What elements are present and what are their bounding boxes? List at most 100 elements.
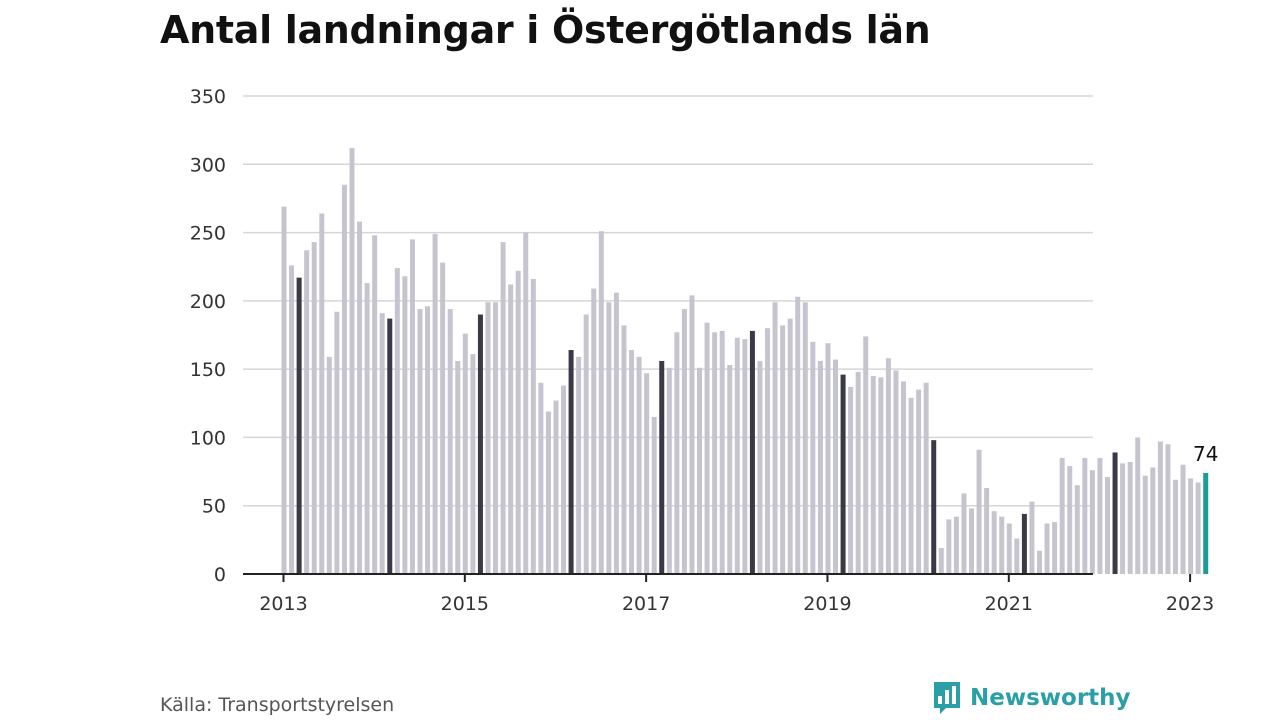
bar: [931, 440, 937, 574]
bar: [1150, 467, 1156, 574]
bar: [1127, 462, 1133, 574]
bar: [485, 302, 491, 574]
bar: [1203, 472, 1209, 574]
bar: [727, 365, 733, 574]
bar: [765, 328, 771, 574]
bar: [477, 314, 483, 574]
bar: [357, 221, 363, 574]
bar: [719, 330, 725, 574]
bar: [583, 314, 589, 574]
bar: [372, 235, 378, 574]
bar: [659, 360, 665, 574]
bar: [863, 336, 869, 574]
bar: [1188, 478, 1194, 574]
bar: [908, 397, 914, 574]
brand-logo: Newsworthy: [932, 680, 1131, 716]
bar: [500, 242, 506, 575]
x-tick-label: 2021: [985, 593, 1033, 615]
y-tick-label: 0: [214, 564, 226, 586]
bar: [1006, 523, 1012, 574]
bar: [606, 302, 612, 574]
bar: [508, 284, 514, 574]
chart-title: Antal landningar i Östergötlands län: [160, 8, 931, 52]
bar: [1120, 463, 1126, 574]
bar: [734, 337, 740, 574]
bar: [1029, 501, 1035, 574]
bar: [916, 389, 922, 574]
bar: [432, 233, 438, 575]
bar: [712, 332, 718, 574]
bar: [666, 367, 672, 574]
bar: [938, 548, 944, 574]
bar: [689, 295, 695, 574]
bar: [470, 354, 476, 574]
bar: [1165, 444, 1171, 574]
bar: [848, 386, 854, 574]
bar: [817, 360, 823, 574]
bar: [394, 268, 400, 574]
bar: [1037, 550, 1042, 574]
bar: [402, 276, 408, 574]
bar: [901, 381, 907, 574]
y-tick-label: 350: [190, 86, 226, 108]
bar: [961, 493, 967, 574]
bar: [1172, 479, 1178, 574]
y-tick-label: 150: [190, 359, 226, 381]
bar: [651, 416, 657, 574]
bar: [621, 325, 627, 574]
y-tick-label: 200: [190, 291, 226, 313]
x-tick-label: 2023: [1166, 593, 1214, 615]
bar: [379, 313, 385, 574]
annotations: 74: [1193, 442, 1218, 466]
bar: [493, 302, 499, 574]
bar: [1082, 457, 1088, 574]
bar: [885, 358, 891, 574]
bar: [802, 302, 808, 574]
bar: [568, 350, 574, 574]
data-label-latest: 74: [1193, 442, 1218, 466]
bar: [598, 231, 604, 574]
bar: [1135, 437, 1141, 574]
bar: [523, 232, 529, 575]
bar: [636, 356, 642, 574]
x-tick-label: 2019: [803, 593, 851, 615]
bar: [984, 487, 990, 574]
bar: [576, 356, 582, 574]
bar: [1067, 466, 1073, 574]
y-tick-label: 50: [202, 496, 226, 518]
bar: [387, 318, 393, 574]
bar: [1104, 477, 1110, 574]
bar: [1195, 482, 1201, 574]
bar: [296, 277, 302, 574]
x-tick-label: 2015: [441, 593, 489, 615]
bar: [425, 306, 431, 574]
bar: [1074, 485, 1080, 574]
bar: [319, 213, 325, 575]
bar: [462, 333, 468, 574]
bar: [455, 360, 461, 574]
bar: [1089, 470, 1095, 574]
bar: [749, 330, 755, 574]
bar: [833, 359, 839, 574]
bar: [591, 288, 597, 574]
bar: [1044, 523, 1050, 574]
bar: [1112, 452, 1118, 574]
bar-chart-logo-icon: [934, 682, 960, 714]
bar: [613, 292, 619, 574]
x-tick-label: 2013: [259, 593, 307, 615]
x-axis-ticks: 2013 2015 2017 2019 2021 2023: [259, 574, 1214, 615]
bar: [417, 309, 423, 574]
bar: [1059, 457, 1065, 574]
bar: [946, 519, 952, 574]
bar: [1021, 513, 1027, 574]
bars: [281, 147, 1209, 575]
bar: [629, 350, 635, 574]
source-note: Källa: Transportstyrelsen: [160, 694, 395, 716]
bar: [530, 279, 536, 574]
bar: [969, 508, 975, 574]
bar: [538, 382, 544, 574]
bar: [440, 262, 446, 574]
bar: [870, 375, 876, 574]
bar: [704, 322, 710, 574]
